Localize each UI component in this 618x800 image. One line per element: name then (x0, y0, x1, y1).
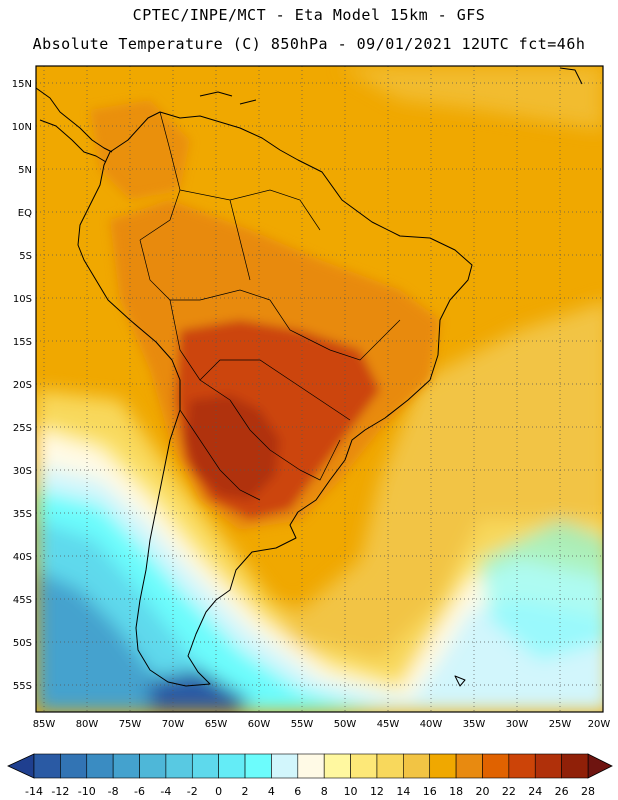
colorbar-label: -8 (108, 785, 119, 798)
colorbar-cell (429, 753, 457, 779)
colorbar-label: -6 (134, 785, 145, 798)
lon-label: 30W (506, 719, 529, 730)
colorbar-label: 20 (475, 785, 489, 798)
colorbar-cell (60, 753, 88, 779)
lon-label: 35W (463, 719, 486, 730)
colorbar-label: -2 (187, 785, 198, 798)
central-america-coastline (36, 87, 113, 163)
colorbar-label: 14 (396, 785, 410, 798)
colorbar-label: 16 (423, 785, 437, 798)
colorbar-cell (323, 753, 351, 779)
graticule (36, 66, 603, 712)
south-america-coastline (77, 111, 473, 687)
colorbar-label: 0 (215, 785, 222, 798)
lat-label: 50S (13, 638, 32, 649)
lat-label: 5N (18, 165, 32, 176)
colorbar-label: 8 (321, 785, 328, 798)
colorbar-low-arrow (7, 753, 35, 779)
lon-label: 40W (420, 719, 443, 730)
colorbar-cell (139, 753, 167, 779)
lon-label: 80W (76, 719, 99, 730)
map-subtitle: Absolute Temperature (C) 850hPa - 09/01/… (32, 35, 586, 53)
colorbar-cell (297, 753, 325, 779)
map-frame (35, 65, 604, 713)
colorbar-label: 10 (344, 785, 358, 798)
colorbar-cell (534, 753, 562, 779)
lon-label: 85W (33, 719, 56, 730)
lon-label: 60W (248, 719, 271, 730)
colorbar-cell (218, 753, 246, 779)
field-warm-north (90, 100, 190, 200)
lat-label: 45S (13, 595, 32, 606)
colorbar-label: -4 (160, 785, 171, 798)
colorbar-cell (112, 753, 140, 779)
lat-label: 35S (13, 509, 32, 520)
caribbean-islands (199, 67, 583, 687)
lat-label: 25S (13, 423, 32, 434)
colorbar-label: 4 (268, 785, 275, 798)
map-title: CPTEC/INPE/MCT - Eta Model 15km - GFS (132, 6, 486, 24)
colorbar-label: 28 (581, 785, 595, 798)
colorbar-label: 12 (370, 785, 384, 798)
latitude-labels: 15N 10N 5N EQ 5S 10S 15S 20S 25S 30S 35S… (12, 79, 32, 692)
colorbar-cell (403, 753, 431, 779)
temperature-field (36, 66, 603, 712)
colorbar-label: 22 (502, 785, 516, 798)
colorbar-cell (376, 753, 404, 779)
colorbar-cell (508, 753, 536, 779)
lon-label: 75W (119, 719, 142, 730)
colorbar-cell (33, 753, 61, 779)
colorbar-label: 6 (294, 785, 301, 798)
colorbar-label: -12 (51, 785, 69, 798)
lon-label: 65W (205, 719, 228, 730)
lat-label: 15N (12, 79, 32, 90)
colorbar-cell (86, 753, 114, 779)
lat-label: EQ (18, 208, 32, 219)
lat-label: 10S (13, 294, 32, 305)
colorbar-label: 18 (449, 785, 463, 798)
colorbar-label: 24 (528, 785, 542, 798)
lat-label: 40S (13, 552, 32, 563)
field-north-yellow (340, 66, 603, 130)
lat-label: 55S (13, 681, 32, 692)
lat-label: 15S (13, 337, 32, 348)
colorbar-high-arrow (587, 753, 613, 779)
longitude-labels: 85W 80W 75W 70W 65W 60W 55W 50W 45W 40W … (33, 719, 611, 730)
field-deep-blue (150, 670, 250, 712)
colorbar-cell (455, 753, 483, 779)
colorbar-label: -10 (78, 785, 96, 798)
colorbar-label: 2 (242, 785, 249, 798)
colorbar-cell (271, 753, 299, 779)
lon-label: 55W (291, 719, 314, 730)
coastlines (36, 67, 583, 687)
lat-label: 5S (19, 251, 32, 262)
lat-label: 20S (13, 380, 32, 391)
lat-label: 10N (12, 122, 32, 133)
lon-label: 20W (588, 719, 611, 730)
colorbar-label: 26 (555, 785, 569, 798)
colorbar-cell (165, 753, 193, 779)
colorbar-cell (350, 753, 378, 779)
country-borders (139, 111, 401, 501)
colorbar-label: -14 (25, 785, 43, 798)
field-very-hot (185, 395, 280, 500)
colorbar-cell (482, 753, 510, 779)
lat-label: 30S (13, 466, 32, 477)
lon-label: 70W (162, 719, 185, 730)
colorbar-cell (191, 753, 219, 779)
lon-label: 50W (334, 719, 357, 730)
colorbar: -14 -12 -10 -8 -6 -4 -2 0 2 4 6 8 10 12 14 16 18 20 22 24 26… (7, 753, 613, 798)
field-cyan-pool (480, 520, 603, 660)
lon-label: 45W (377, 719, 400, 730)
lon-label: 25W (549, 719, 572, 730)
colorbar-cell (561, 753, 589, 779)
field-blue (36, 570, 185, 712)
colorbar-cell (244, 753, 272, 779)
